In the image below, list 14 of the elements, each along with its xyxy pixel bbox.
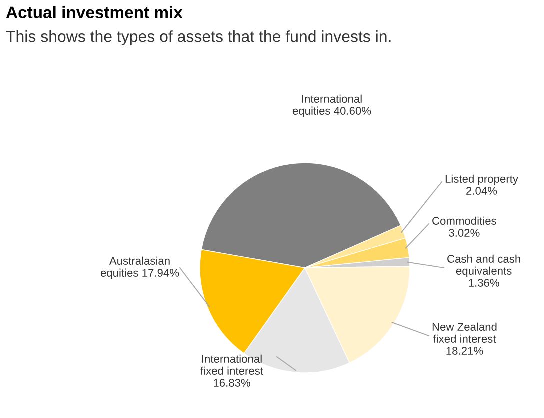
chart-subtitle: This shows the types of assets that the fund invests in.: [6, 30, 391, 46]
chart-title: Actual investment mix: [6, 6, 183, 18]
slice-label: Cash and cash equivalents: [448, 254, 520, 278]
data-label: 16.83%: [214, 379, 250, 387]
data-label: 2.04%: [466, 187, 498, 195]
slice-label: New Zealand fixed interest: [432, 322, 497, 343]
slice-label: Listed property: [446, 174, 518, 186]
slice-label: Commodities: [432, 216, 496, 225]
slice-label: International equities 40.60%: [292, 94, 372, 118]
data-label: 3.02%: [449, 229, 480, 237]
slice-label: International fixed interest: [200, 354, 264, 375]
data-label: 18.21%: [446, 347, 484, 355]
slice-label: Australasian equities 17.94%: [100, 256, 180, 280]
data-label: 1.36%: [469, 279, 500, 287]
